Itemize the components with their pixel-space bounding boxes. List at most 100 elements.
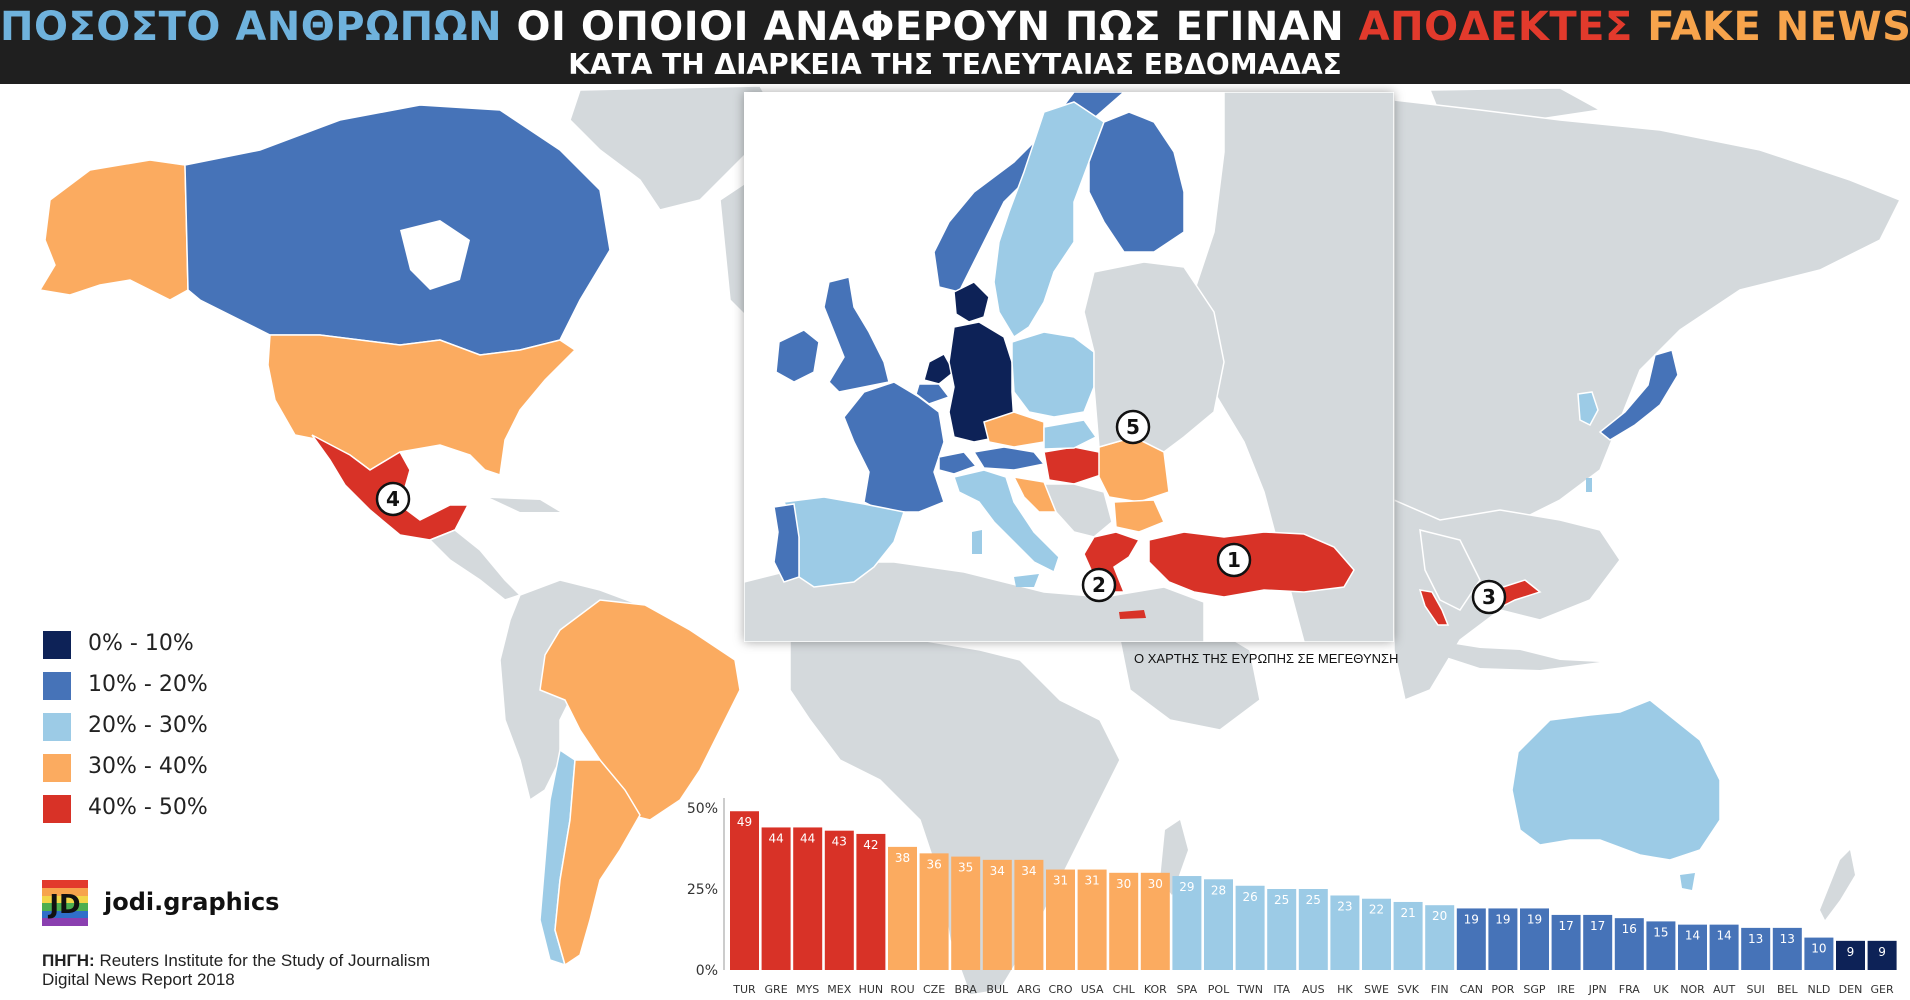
bar-value-label: 17 <box>1590 919 1605 933</box>
category-label: SGP <box>1523 983 1546 996</box>
bar <box>1393 901 1423 970</box>
bar-value-label: 9 <box>1878 945 1886 959</box>
inset-italy <box>953 469 1060 574</box>
bar <box>951 856 981 970</box>
inset-netherlands <box>923 352 955 385</box>
bar <box>1583 914 1613 970</box>
inset-portugal <box>773 503 800 583</box>
inset-ireland <box>775 329 820 383</box>
category-label: JPN <box>1588 983 1607 996</box>
bar <box>919 853 949 970</box>
bar-value-label: 26 <box>1242 890 1257 904</box>
alaska <box>38 159 189 301</box>
category-label: IRE <box>1557 983 1575 996</box>
category-label: KOR <box>1144 983 1167 996</box>
category-label: AUS <box>1302 983 1325 996</box>
bar-value-label: 44 <box>800 831 815 845</box>
bar <box>888 846 917 970</box>
bar <box>1520 908 1549 970</box>
new-zealand <box>1820 850 1855 920</box>
bar <box>1804 937 1834 970</box>
bar-value-label: 17 <box>1558 919 1573 933</box>
category-label: SPA <box>1177 983 1198 996</box>
title-part: ΠΟΣΟΣΤΟ ΑΝΘΡΩΠΩΝ <box>0 4 517 50</box>
bar-value-label: 31 <box>1084 874 1099 888</box>
category-label: FRA <box>1619 983 1641 996</box>
bar-value-label: 30 <box>1116 877 1131 891</box>
legend-label: 10% - 20% <box>88 672 208 697</box>
legend-swatch <box>42 794 72 824</box>
category-label: NOR <box>1680 983 1705 996</box>
bar-value-label: 29 <box>1179 880 1194 894</box>
indonesia <box>1430 535 1600 670</box>
legend-label: 40% - 50% <box>88 795 208 820</box>
bar <box>1741 927 1771 970</box>
inset-east-europe <box>1083 261 1225 453</box>
bar <box>1836 940 1865 970</box>
bar-value-label: 42 <box>863 838 878 852</box>
europe-inset: 1 2 5 <box>744 92 1394 642</box>
bar <box>1709 924 1739 970</box>
inset-austria <box>972 446 1046 471</box>
legend-swatch <box>42 712 72 742</box>
category-label: FIN <box>1431 983 1449 996</box>
legend-label: 20% - 30% <box>88 713 208 738</box>
source-line2: Digital News Report 2018 <box>42 970 235 989</box>
central-america <box>428 529 522 601</box>
brand-logo-letters: JD <box>47 890 80 920</box>
usa <box>267 334 577 476</box>
category-label: TUR <box>732 983 756 996</box>
title: ΠΟΣΟΣΤΟ ΑΝΘΡΩΠΩΝ ΟΙ ΟΠΟΙΟΙ ΑΝΑΦΕΡΟΥΝ ΠΩΣ… <box>0 4 1910 50</box>
inset-sicily <box>1014 574 1039 587</box>
inset-denmark <box>953 281 990 323</box>
category-label: BUL <box>986 983 1009 996</box>
category-label: HK <box>1337 983 1353 996</box>
marker-malaysia-label: 3 <box>1482 585 1496 609</box>
category-label: CRO <box>1049 983 1073 996</box>
bar <box>1772 927 1802 970</box>
brand-logo-icon: JD <box>42 880 88 926</box>
bar-value-label: 19 <box>1464 912 1479 926</box>
bar-value-label: 14 <box>1716 929 1731 943</box>
bar-value-label: 30 <box>1148 877 1163 891</box>
bar <box>1140 872 1170 970</box>
japan <box>1598 349 1679 441</box>
bar-value-label: 28 <box>1211 883 1226 897</box>
bar <box>982 859 1012 970</box>
subtitle: ΚΑΤΑ ΤΗ ΔΙΑΡΚΕΙΑ ΤΗΣ ΤΕΛΕΥΤΑΙΑΣ ΕΒΔΟΜΑΔΑ… <box>568 48 1342 81</box>
source-line1: Reuters Institute for the Study of Journ… <box>94 951 431 970</box>
category-label: SUI <box>1747 983 1765 996</box>
category-label: POR <box>1491 983 1514 996</box>
inset-sardinia <box>972 530 982 554</box>
source-label: ΠΗΓΗ: <box>42 951 95 970</box>
korea <box>1577 391 1599 426</box>
bar <box>761 827 791 970</box>
bar <box>1551 914 1581 970</box>
bar <box>1014 859 1044 970</box>
category-label: SVK <box>1397 983 1420 996</box>
bar <box>1109 872 1139 970</box>
category-label: HUN <box>859 983 884 996</box>
hudson-bay <box>400 220 470 290</box>
category-label: USA <box>1081 983 1104 996</box>
bar <box>1488 908 1518 970</box>
bar-value-label: 14 <box>1685 929 1700 943</box>
marker-turkey: 1 <box>1216 542 1252 578</box>
bar-value-label: 22 <box>1369 903 1384 917</box>
canada <box>184 104 611 356</box>
inset-belgium <box>915 383 951 405</box>
bar-value-label: 34 <box>990 864 1005 878</box>
category-label: GRE <box>765 983 788 996</box>
bar-value-label: 38 <box>895 851 910 865</box>
category-label: BRA <box>955 983 978 996</box>
category-label: ITA <box>1273 983 1290 996</box>
bar-value-label: 15 <box>1653 925 1668 939</box>
bar-value-label: 36 <box>926 857 941 871</box>
bar-value-label: 49 <box>737 815 752 829</box>
bar <box>1077 869 1107 970</box>
legend-label: 30% - 40% <box>88 754 208 779</box>
category-label: CAN <box>1460 983 1483 996</box>
bar-value-label: 31 <box>1053 874 1068 888</box>
inset-croatia <box>1012 476 1058 513</box>
category-label: DEN <box>1839 983 1863 996</box>
